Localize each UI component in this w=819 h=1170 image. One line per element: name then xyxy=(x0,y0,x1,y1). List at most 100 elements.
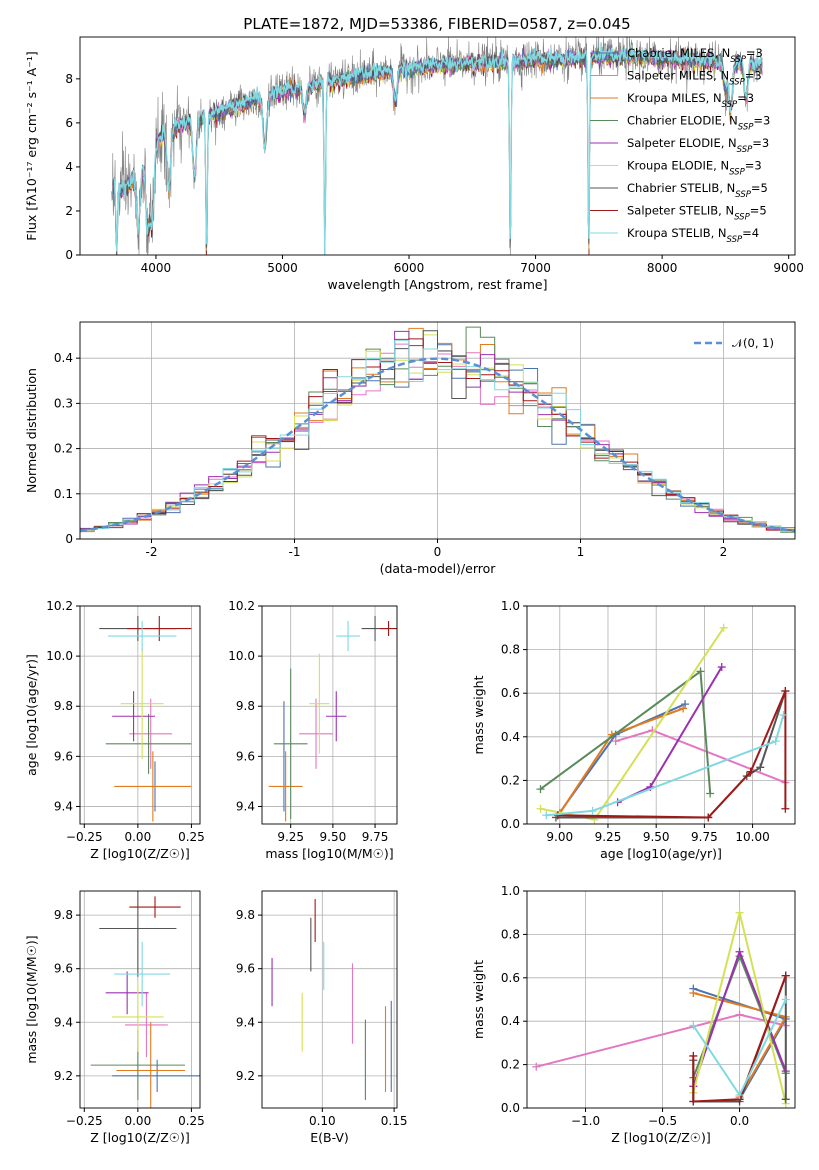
y-tick-label: 9.4 xyxy=(236,799,255,813)
x-tick-label: 10.00 xyxy=(735,830,769,844)
x-tick-label: 9.50 xyxy=(320,830,347,844)
x-tick-label: −0.5 xyxy=(648,1114,677,1128)
y-tick-label: 9.4 xyxy=(236,1015,255,1029)
legend-entry: Chabrier STELIB, NSSP=5 xyxy=(627,181,768,200)
x-tick-label: 9000 xyxy=(773,261,804,275)
weight-marker xyxy=(696,667,705,676)
legend-entry: Salpeter ELODIE, NSSP=3 xyxy=(627,136,769,155)
weight-marker xyxy=(779,711,788,719)
y-tick-label: 0.6 xyxy=(501,686,520,700)
y-tick-label: 0 xyxy=(65,248,73,262)
panel-weight_vs_Z: −1.0 −0.5 0.0 0.0 0.2 0.4 0.6 0.8 1.0 Z [log10(Z/… xyxy=(471,884,796,1145)
y-tick-label: 0.2 xyxy=(501,773,520,787)
x-tick-label: 9.50 xyxy=(643,830,670,844)
y-tick-label: 8 xyxy=(65,72,73,86)
weight-marker xyxy=(717,663,726,672)
axes-frame xyxy=(261,890,398,1109)
x-tick-label: 9.25 xyxy=(595,830,622,844)
y-tick-label: 0.4 xyxy=(501,730,520,744)
panel-age_vs_Z: −0.25 0.00 0.25 9.4 9.6 9.8 10.0 10.2 Z [log10(Z… xyxy=(24,599,205,861)
x-tick-label: 0 xyxy=(434,545,442,559)
plot-area xyxy=(268,616,397,822)
weight-marker xyxy=(781,971,790,980)
panel-mass_vs_Z: −0.25 0.00 0.25 9.2 9.4 9.6 9.8 Z [log10(Z/Z☉)]… xyxy=(24,890,205,1145)
y-tick-label: 6 xyxy=(65,116,73,130)
y-tick-label: 10.2 xyxy=(46,599,73,613)
weight-marker xyxy=(735,947,744,956)
legend-entry: Kroupa ELODIE, NSSP=3 xyxy=(627,159,762,178)
y-tick-label: 0.1 xyxy=(54,487,73,501)
weight-marker xyxy=(704,813,713,822)
axes-frame xyxy=(79,36,796,256)
y-tick-label: 9.8 xyxy=(54,908,73,922)
weight-marker xyxy=(542,811,551,820)
weight-marker xyxy=(735,908,744,917)
axes-frame xyxy=(79,890,201,1109)
x-axis-label: Z [log10(Z/Z☉)] xyxy=(611,1130,711,1145)
y-tick-label: 1.0 xyxy=(501,599,520,613)
y-tick-label: 4 xyxy=(65,160,73,174)
x-axis-label: (data-model)/error xyxy=(380,561,497,576)
y-tick-label: 0.3 xyxy=(54,396,73,410)
legend-entry: Kroupa MILES, NSSP=3 xyxy=(627,91,754,110)
y-tick-label: 0.8 xyxy=(501,927,520,941)
y-tick-label: 0.6 xyxy=(501,971,520,985)
y-tick-label: 9.6 xyxy=(236,749,255,763)
y-axis-label: age [log10(age/yr)] xyxy=(24,654,39,776)
y-tick-label: 2 xyxy=(65,204,73,218)
axes-frame xyxy=(261,605,398,825)
weight-line xyxy=(615,729,786,784)
weight-marker xyxy=(689,1021,698,1030)
y-tick-label: 9.8 xyxy=(236,908,255,922)
weight-line xyxy=(535,1013,787,1068)
x-tick-label: 0.15 xyxy=(381,1114,408,1128)
x-tick-label: 6000 xyxy=(394,261,425,275)
weight-marker xyxy=(689,1097,698,1106)
x-tick-label: 5000 xyxy=(267,261,298,275)
y-tick-label: 0.8 xyxy=(501,643,520,657)
y-tick-label: 0.2 xyxy=(54,442,73,456)
x-axis-label: age [log10(age/yr)] xyxy=(600,846,722,861)
weight-marker xyxy=(735,1010,744,1019)
weight-marker xyxy=(781,1095,790,1104)
panel-residuals: -2 -1 0 1 2 0 0.1 0.2 0.3 0.4 (data-model)/error No… xyxy=(24,321,796,576)
weight-marker xyxy=(689,1051,698,1060)
x-tick-label: 0.10 xyxy=(309,1114,336,1128)
weight-marker xyxy=(588,806,597,815)
y-tick-label: 9.8 xyxy=(54,699,73,713)
weight-line xyxy=(692,975,787,1103)
x-axis-label: Z [log10(Z/Z☉)] xyxy=(90,1130,190,1145)
y-tick-label: 0.0 xyxy=(501,1101,520,1115)
x-tick-label: 9.75 xyxy=(691,830,718,844)
legend-entry: Chabrier MILES, NSSP=3 xyxy=(627,46,763,65)
weight-marker xyxy=(756,763,765,772)
x-tick-label: 0.00 xyxy=(124,1114,151,1128)
y-tick-label: 10.0 xyxy=(228,649,255,663)
axes-frame xyxy=(526,890,796,1109)
plot-area xyxy=(111,37,763,255)
x-tick-label: -1 xyxy=(289,545,301,559)
x-tick-label: 0.00 xyxy=(124,830,151,844)
x-tick-label: 0.25 xyxy=(178,830,205,844)
y-axis-label: mass weight xyxy=(471,960,486,1039)
y-tick-label: 9.4 xyxy=(54,1015,73,1029)
plot-area xyxy=(80,326,795,534)
weight-marker xyxy=(536,785,545,794)
y-axis-label: mass weight xyxy=(471,675,486,754)
x-axis-label: E(B-V) xyxy=(310,1130,349,1145)
normal-curve-line xyxy=(80,357,795,533)
weight-marker xyxy=(681,700,690,709)
y-tick-label: 0 xyxy=(65,532,73,546)
weight-line xyxy=(546,714,785,817)
y-tick-label: 1.0 xyxy=(501,884,520,898)
y-tick-label: 9.2 xyxy=(236,1069,255,1083)
model-spectrum-line xyxy=(112,42,763,255)
y-axis-label: Flux [fλ10⁻¹⁷ erg cm⁻² s⁻¹ A⁻¹] xyxy=(24,51,39,240)
y-tick-label: 9.6 xyxy=(54,962,73,976)
x-tick-label: -2 xyxy=(146,545,158,559)
weight-marker xyxy=(689,988,698,997)
axes-frame xyxy=(79,605,201,825)
weight-marker xyxy=(746,767,755,776)
x-axis-label: Z [log10(Z/Z☉)] xyxy=(90,846,190,861)
y-tick-label: 9.6 xyxy=(236,962,255,976)
